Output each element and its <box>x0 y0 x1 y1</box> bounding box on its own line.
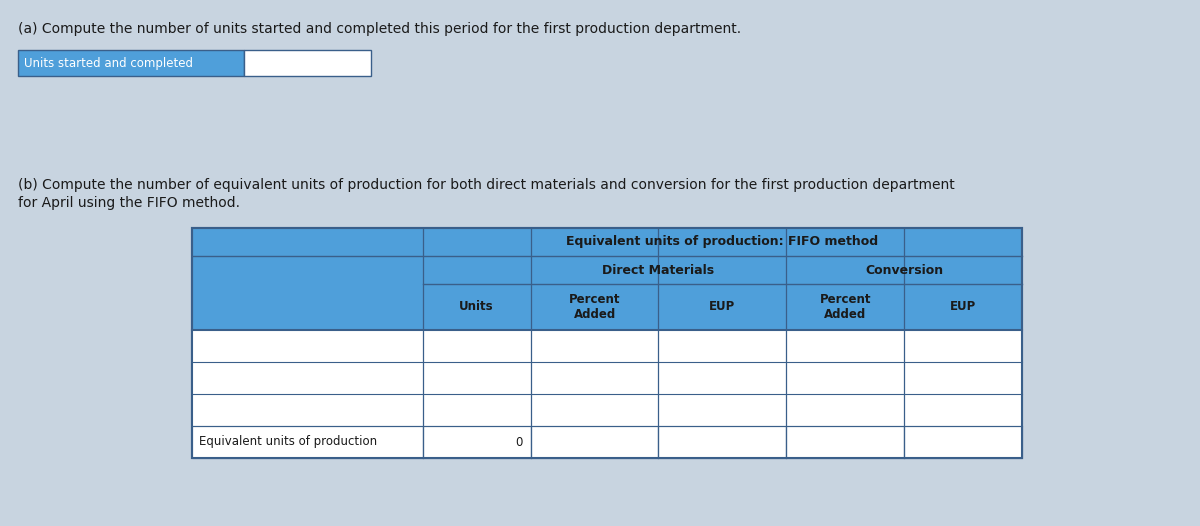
Bar <box>904 426 1022 458</box>
Text: EUP: EUP <box>950 300 977 313</box>
Bar <box>786 426 904 458</box>
Bar <box>904 362 1022 394</box>
Bar <box>192 228 1022 458</box>
Text: Equivalent units of production: FIFO method: Equivalent units of production: FIFO met… <box>566 236 878 248</box>
Bar <box>904 330 1022 362</box>
Text: for April using the FIFO method.: for April using the FIFO method. <box>18 196 240 210</box>
Text: (a) Compute the number of units started and completed this period for the first : (a) Compute the number of units started … <box>18 22 740 36</box>
Text: Percent
Added: Percent Added <box>820 293 871 321</box>
Bar <box>530 330 659 362</box>
Bar <box>192 394 422 426</box>
Bar <box>786 394 904 426</box>
Bar <box>192 228 1022 458</box>
Bar <box>786 330 904 362</box>
Bar <box>192 362 422 394</box>
Text: 0: 0 <box>516 436 523 449</box>
Text: Equivalent units of production: Equivalent units of production <box>199 436 378 449</box>
Text: Percent
Added: Percent Added <box>569 293 620 321</box>
Bar <box>786 362 904 394</box>
Bar <box>659 362 786 394</box>
Bar <box>659 330 786 362</box>
Bar <box>422 362 530 394</box>
Bar <box>530 426 659 458</box>
Bar <box>192 330 422 362</box>
Text: Conversion: Conversion <box>865 264 943 277</box>
Bar <box>530 394 659 426</box>
Bar <box>422 330 530 362</box>
Bar <box>192 426 422 458</box>
Text: Direct Materials: Direct Materials <box>602 264 714 277</box>
Bar <box>530 362 659 394</box>
Bar <box>904 394 1022 426</box>
Text: Units: Units <box>460 300 494 313</box>
Text: Units started and completed: Units started and completed <box>24 56 192 69</box>
Text: (b) Compute the number of equivalent units of production for both direct materia: (b) Compute the number of equivalent uni… <box>18 178 954 192</box>
Bar <box>18 50 244 76</box>
Bar <box>659 394 786 426</box>
Bar <box>244 50 372 76</box>
Bar <box>659 426 786 458</box>
Bar <box>422 426 530 458</box>
Bar <box>422 394 530 426</box>
Text: EUP: EUP <box>709 300 736 313</box>
